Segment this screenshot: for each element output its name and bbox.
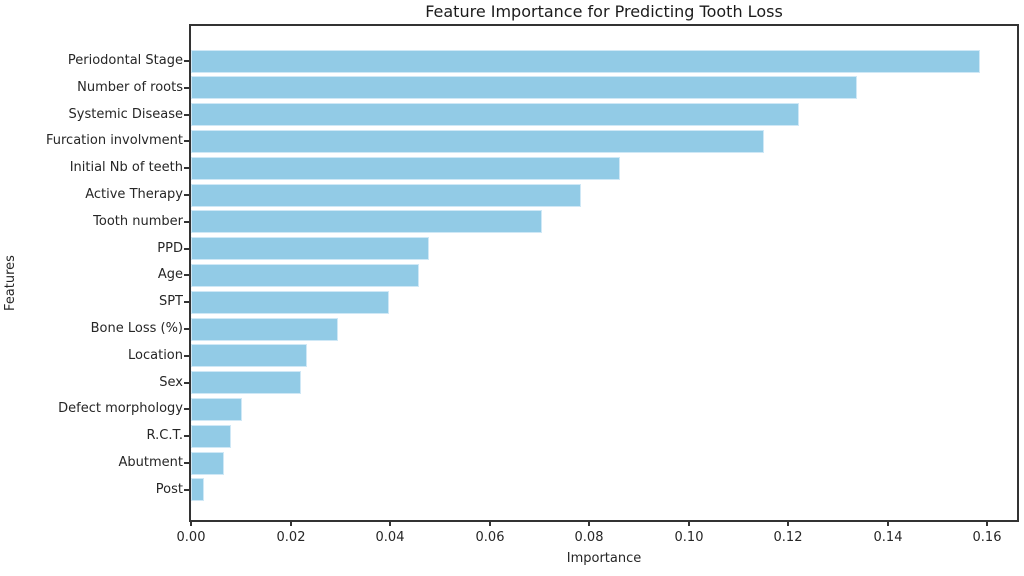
- y-tick: [184, 113, 191, 116]
- category-label: Location: [128, 347, 183, 363]
- category-label: Post: [155, 481, 183, 497]
- x-tick-label: 0.04: [375, 530, 405, 545]
- x-tick: [389, 520, 391, 526]
- category-label: Abutment: [118, 455, 183, 470]
- category-label: Initial Nb of teeth: [69, 160, 183, 176]
- category-label: Systemic Disease: [68, 106, 184, 122]
- bar: [191, 49, 980, 73]
- bar: [191, 290, 389, 314]
- bar: [191, 156, 620, 180]
- category-label: Sex: [159, 374, 183, 390]
- y-tick: [184, 60, 191, 62]
- category-label: R.C.T.: [146, 428, 183, 444]
- y-tick: [184, 462, 191, 464]
- x-tick-label: 0.00: [176, 530, 206, 545]
- y-tick: [184, 488, 191, 491]
- chart-title: Feature Importance for Predicting Tooth …: [425, 2, 783, 21]
- x-tick: [489, 520, 491, 526]
- bar: [191, 397, 242, 421]
- x-tick-label: 0.02: [276, 530, 306, 545]
- x-tick: [986, 520, 988, 526]
- y-tick: [184, 354, 191, 357]
- x-tick: [290, 520, 292, 526]
- category-label: Active Therapy: [85, 187, 183, 202]
- bar: [191, 129, 764, 153]
- bar: [191, 451, 224, 475]
- y-tick: [184, 408, 191, 411]
- x-tick: [190, 520, 192, 526]
- x-tick-label: 0.12: [773, 530, 803, 545]
- bar: [191, 424, 231, 448]
- category-label: Periodontal Stage: [67, 53, 183, 68]
- x-tick-label: 0.06: [475, 530, 505, 545]
- x-tick: [887, 520, 889, 526]
- y-tick: [184, 247, 191, 250]
- bar: [191, 317, 338, 341]
- y-axis-label: Features: [3, 255, 18, 311]
- category-label: SPT: [158, 294, 183, 310]
- bar: [191, 478, 204, 502]
- x-axis-label: Importance: [566, 551, 642, 566]
- bar: [191, 371, 301, 395]
- y-tick: [184, 328, 191, 330]
- x-tick: [588, 520, 590, 526]
- category-label: Tooth number: [93, 213, 183, 229]
- bar: [191, 183, 581, 207]
- y-tick: [184, 194, 191, 196]
- category-label: Number of roots: [77, 79, 183, 95]
- y-tick: [184, 220, 191, 223]
- x-tick-label: 0.08: [574, 530, 604, 545]
- x-tick-label: 0.14: [873, 530, 903, 545]
- category-label: Age: [157, 267, 183, 283]
- bar: [191, 237, 429, 261]
- bar: [191, 210, 542, 234]
- x-tick: [787, 520, 789, 526]
- bar: [191, 76, 857, 100]
- bar: [191, 263, 419, 287]
- category-label: Defect morphology: [58, 401, 183, 417]
- x-tick: [688, 520, 690, 526]
- y-tick: [184, 167, 191, 170]
- category-label: PPD: [157, 240, 183, 256]
- category-label: Bone Loss (%): [90, 321, 183, 336]
- x-tick-label: 0.10: [674, 530, 704, 545]
- bar: [191, 103, 799, 127]
- y-tick: [184, 140, 191, 143]
- y-tick: [184, 274, 191, 277]
- y-tick: [184, 86, 191, 89]
- y-tick: [184, 301, 191, 304]
- y-tick: [184, 381, 191, 384]
- x-tick-label: 0.16: [972, 530, 1002, 545]
- y-tick: [184, 435, 191, 438]
- bar: [191, 344, 307, 368]
- category-label: Furcation involvment: [45, 133, 183, 149]
